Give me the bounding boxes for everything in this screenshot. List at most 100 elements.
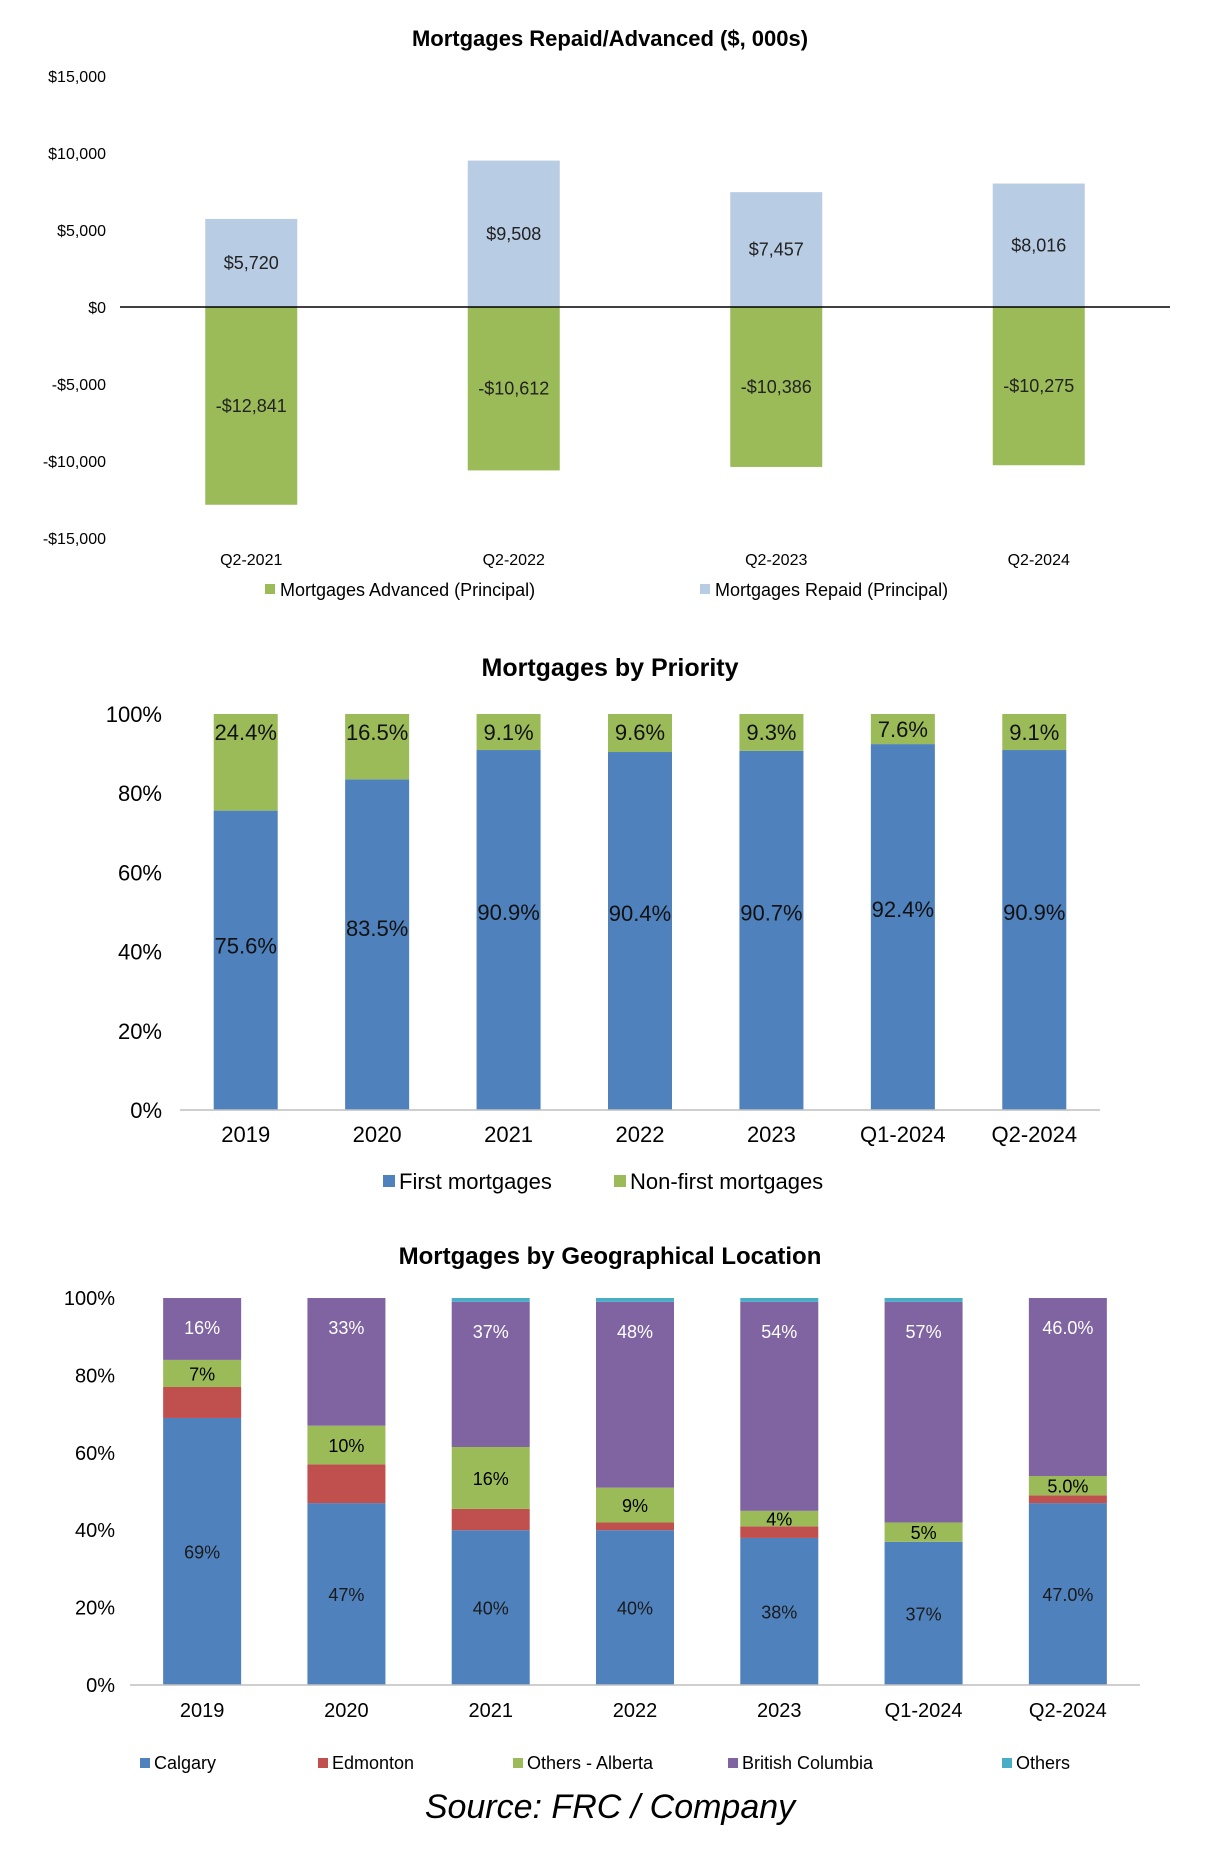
bar-others-alberta	[163, 1359, 242, 1388]
data-label-repaid: $9,508	[486, 224, 541, 244]
bar-british-columbia	[163, 1298, 242, 1360]
bar-nonfirst	[476, 714, 541, 751]
bar-first	[345, 779, 410, 1110]
legend-swatch-first	[383, 1175, 395, 1187]
y-tick-label: $5,000	[57, 223, 106, 240]
bar-others	[596, 1298, 674, 1302]
chart-title: Mortgages Repaid/Advanced ($, 000s)	[412, 26, 808, 51]
bar-others	[451, 1298, 530, 1302]
data-label-advanced: -$10,612	[478, 379, 549, 399]
x-tick-label: 2020	[353, 1122, 402, 1147]
data-label-nonfirst: 9.3%	[746, 720, 796, 745]
legend-label-advanced: Mortgages Advanced (Principal)	[280, 580, 535, 600]
bar-repaid	[205, 218, 298, 307]
bar-calgary	[884, 1541, 963, 1685]
bar-nonfirst	[345, 714, 410, 780]
bar-first	[1002, 750, 1067, 1110]
data-label-british-columbia: 16%	[184, 1318, 220, 1338]
priority-chart: Mortgages by Priority 0% 20% 40% 60% 80% 100% 7…	[106, 654, 1100, 1194]
y-tick-label: -$5,000	[52, 377, 106, 394]
data-label-others-alberta: 5%	[911, 1523, 937, 1543]
data-label-calgary: 40%	[473, 1599, 509, 1619]
bar-nonfirst	[870, 714, 935, 745]
x-tick-label: Q2-2024	[1029, 1700, 1107, 1722]
x-tick-label: Q2-2023	[745, 552, 807, 569]
y-tick-label: 20%	[75, 1598, 115, 1620]
data-label-advanced: -$10,386	[741, 377, 812, 397]
data-label-first: 83.5%	[346, 916, 408, 941]
bar-others-alberta	[307, 1425, 386, 1465]
bar-others	[884, 1298, 963, 1302]
data-label-repaid: $8,016	[1011, 235, 1066, 255]
bar-british-columbia	[596, 1301, 674, 1488]
bar-repaid	[730, 192, 823, 307]
bar-first	[608, 752, 672, 1110]
bar-others-alberta	[596, 1487, 674, 1523]
x-tick-label: Q1-2024	[860, 1122, 946, 1147]
bar-advanced	[730, 307, 823, 467]
chart-title: Mortgages by Geographical Location	[399, 1243, 822, 1270]
bar-nonfirst	[213, 714, 278, 811]
data-label-calgary: 47%	[328, 1585, 364, 1605]
x-tick-label: 2021	[484, 1122, 533, 1147]
legend-swatch-others	[1002, 1758, 1012, 1768]
bar-repaid	[467, 160, 560, 307]
bar-nonfirst	[608, 714, 672, 753]
bar-advanced	[992, 307, 1085, 466]
bar-others-alberta	[451, 1446, 530, 1509]
chart-title: Mortgages by Priority	[482, 654, 739, 682]
y-tick-label: -$15,000	[43, 531, 106, 548]
y-tick-label: 60%	[75, 1443, 115, 1465]
bar-edmonton	[163, 1387, 242, 1418]
data-label-nonfirst: 16.5%	[346, 720, 408, 745]
data-label-repaid: $7,457	[749, 240, 804, 260]
data-label-calgary: 38%	[761, 1602, 797, 1622]
legend-label-others: Others	[1016, 1753, 1070, 1773]
geography-chart: Mortgages by Geographical Location 0% 20% 4…	[64, 1243, 1140, 1773]
y-tick-label: $15,000	[48, 69, 106, 86]
legend-label-calgary: Calgary	[154, 1753, 216, 1773]
data-label-first: 90.4%	[609, 901, 671, 926]
bar-british-columbia	[1028, 1298, 1107, 1477]
data-label-others-alberta: 16%	[473, 1469, 509, 1489]
data-label-first: 90.9%	[1003, 900, 1065, 925]
y-tick-label: 20%	[118, 1019, 162, 1044]
legend-label-edmonton: Edmonton	[332, 1753, 414, 1773]
bar-others-alberta	[1028, 1476, 1107, 1496]
y-tick-label: 100%	[106, 702, 162, 727]
legend-label-first: First mortgages	[399, 1169, 552, 1194]
data-label-calgary: 40%	[617, 1599, 653, 1619]
y-tick-label: $0	[88, 300, 106, 317]
data-label-british-columbia: 46.0%	[1042, 1318, 1093, 1338]
repaid-advanced-chart: Mortgages Repaid/Advanced ($, 000s) $15,0…	[43, 26, 1170, 600]
data-label-calgary: 47.0%	[1042, 1585, 1093, 1605]
data-label-advanced: -$10,275	[1003, 376, 1074, 396]
bar-advanced	[467, 307, 560, 471]
data-label-first: 90.7%	[740, 900, 802, 925]
bar-edmonton	[451, 1508, 530, 1531]
x-tick-label: 2019	[221, 1122, 270, 1147]
data-label-british-columbia: 48%	[617, 1322, 653, 1342]
bar-edmonton	[1028, 1495, 1107, 1504]
x-tick-label: Q1-2024	[885, 1700, 963, 1722]
legend-label-others-alberta: Others - Alberta	[527, 1753, 654, 1773]
legend-swatch-others-alberta	[513, 1758, 523, 1768]
bar-calgary	[1028, 1503, 1107, 1685]
source-note: Source: FRC / Company	[424, 1788, 796, 1826]
y-tick-label: $10,000	[48, 146, 106, 163]
data-label-british-columbia: 54%	[761, 1322, 797, 1342]
data-label-nonfirst: 7.6%	[878, 717, 928, 742]
data-label-calgary: 37%	[906, 1604, 942, 1624]
bar-british-columbia	[884, 1301, 963, 1523]
data-label-first: 75.6%	[215, 933, 277, 958]
y-tick-label: -$10,000	[43, 454, 106, 471]
data-label-calgary: 69%	[184, 1542, 220, 1562]
y-tick-label: 40%	[75, 1520, 115, 1542]
data-label-others-alberta: 5.0%	[1047, 1477, 1088, 1497]
bar-calgary	[451, 1530, 530, 1685]
x-tick-label: 2021	[468, 1700, 513, 1722]
data-label-nonfirst: 9.1%	[483, 720, 533, 745]
legend-label-repaid: Mortgages Repaid (Principal)	[715, 580, 948, 600]
y-tick-label: 60%	[118, 860, 162, 885]
